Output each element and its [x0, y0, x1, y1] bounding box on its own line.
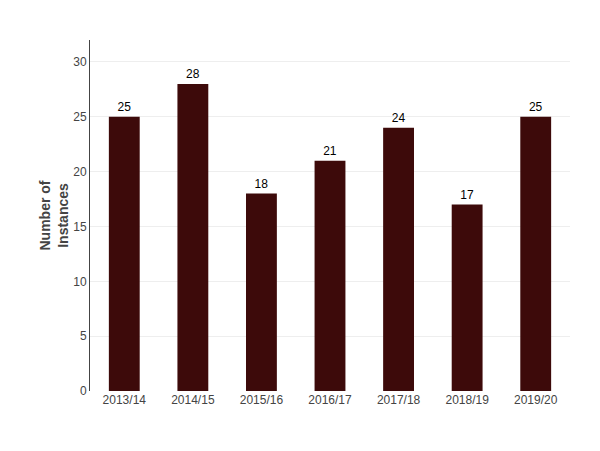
svg-text:21: 21: [323, 144, 337, 158]
svg-text:30: 30: [73, 55, 87, 69]
svg-text:2013/14: 2013/14: [103, 393, 147, 407]
svg-text:5: 5: [80, 329, 87, 343]
svg-text:18: 18: [255, 177, 269, 191]
svg-text:2016/17: 2016/17: [308, 393, 352, 407]
svg-text:2017/18: 2017/18: [377, 393, 421, 407]
svg-text:25: 25: [529, 100, 543, 114]
svg-text:2015/16: 2015/16: [240, 393, 284, 407]
svg-text:24: 24: [392, 111, 406, 125]
svg-text:17: 17: [460, 188, 474, 202]
svg-text:25: 25: [117, 100, 131, 114]
svg-text:2019/20: 2019/20: [514, 393, 558, 407]
svg-text:0: 0: [80, 384, 87, 398]
svg-text:28: 28: [186, 67, 200, 81]
svg-text:Number ofInstances: Number ofInstances: [37, 180, 71, 250]
svg-text:2014/15: 2014/15: [171, 393, 215, 407]
svg-text:2018/19: 2018/19: [445, 393, 489, 407]
svg-text:15: 15: [73, 220, 87, 234]
svg-text:10: 10: [73, 275, 87, 289]
svg-text:25: 25: [73, 110, 87, 124]
svg-text:20: 20: [73, 165, 87, 179]
